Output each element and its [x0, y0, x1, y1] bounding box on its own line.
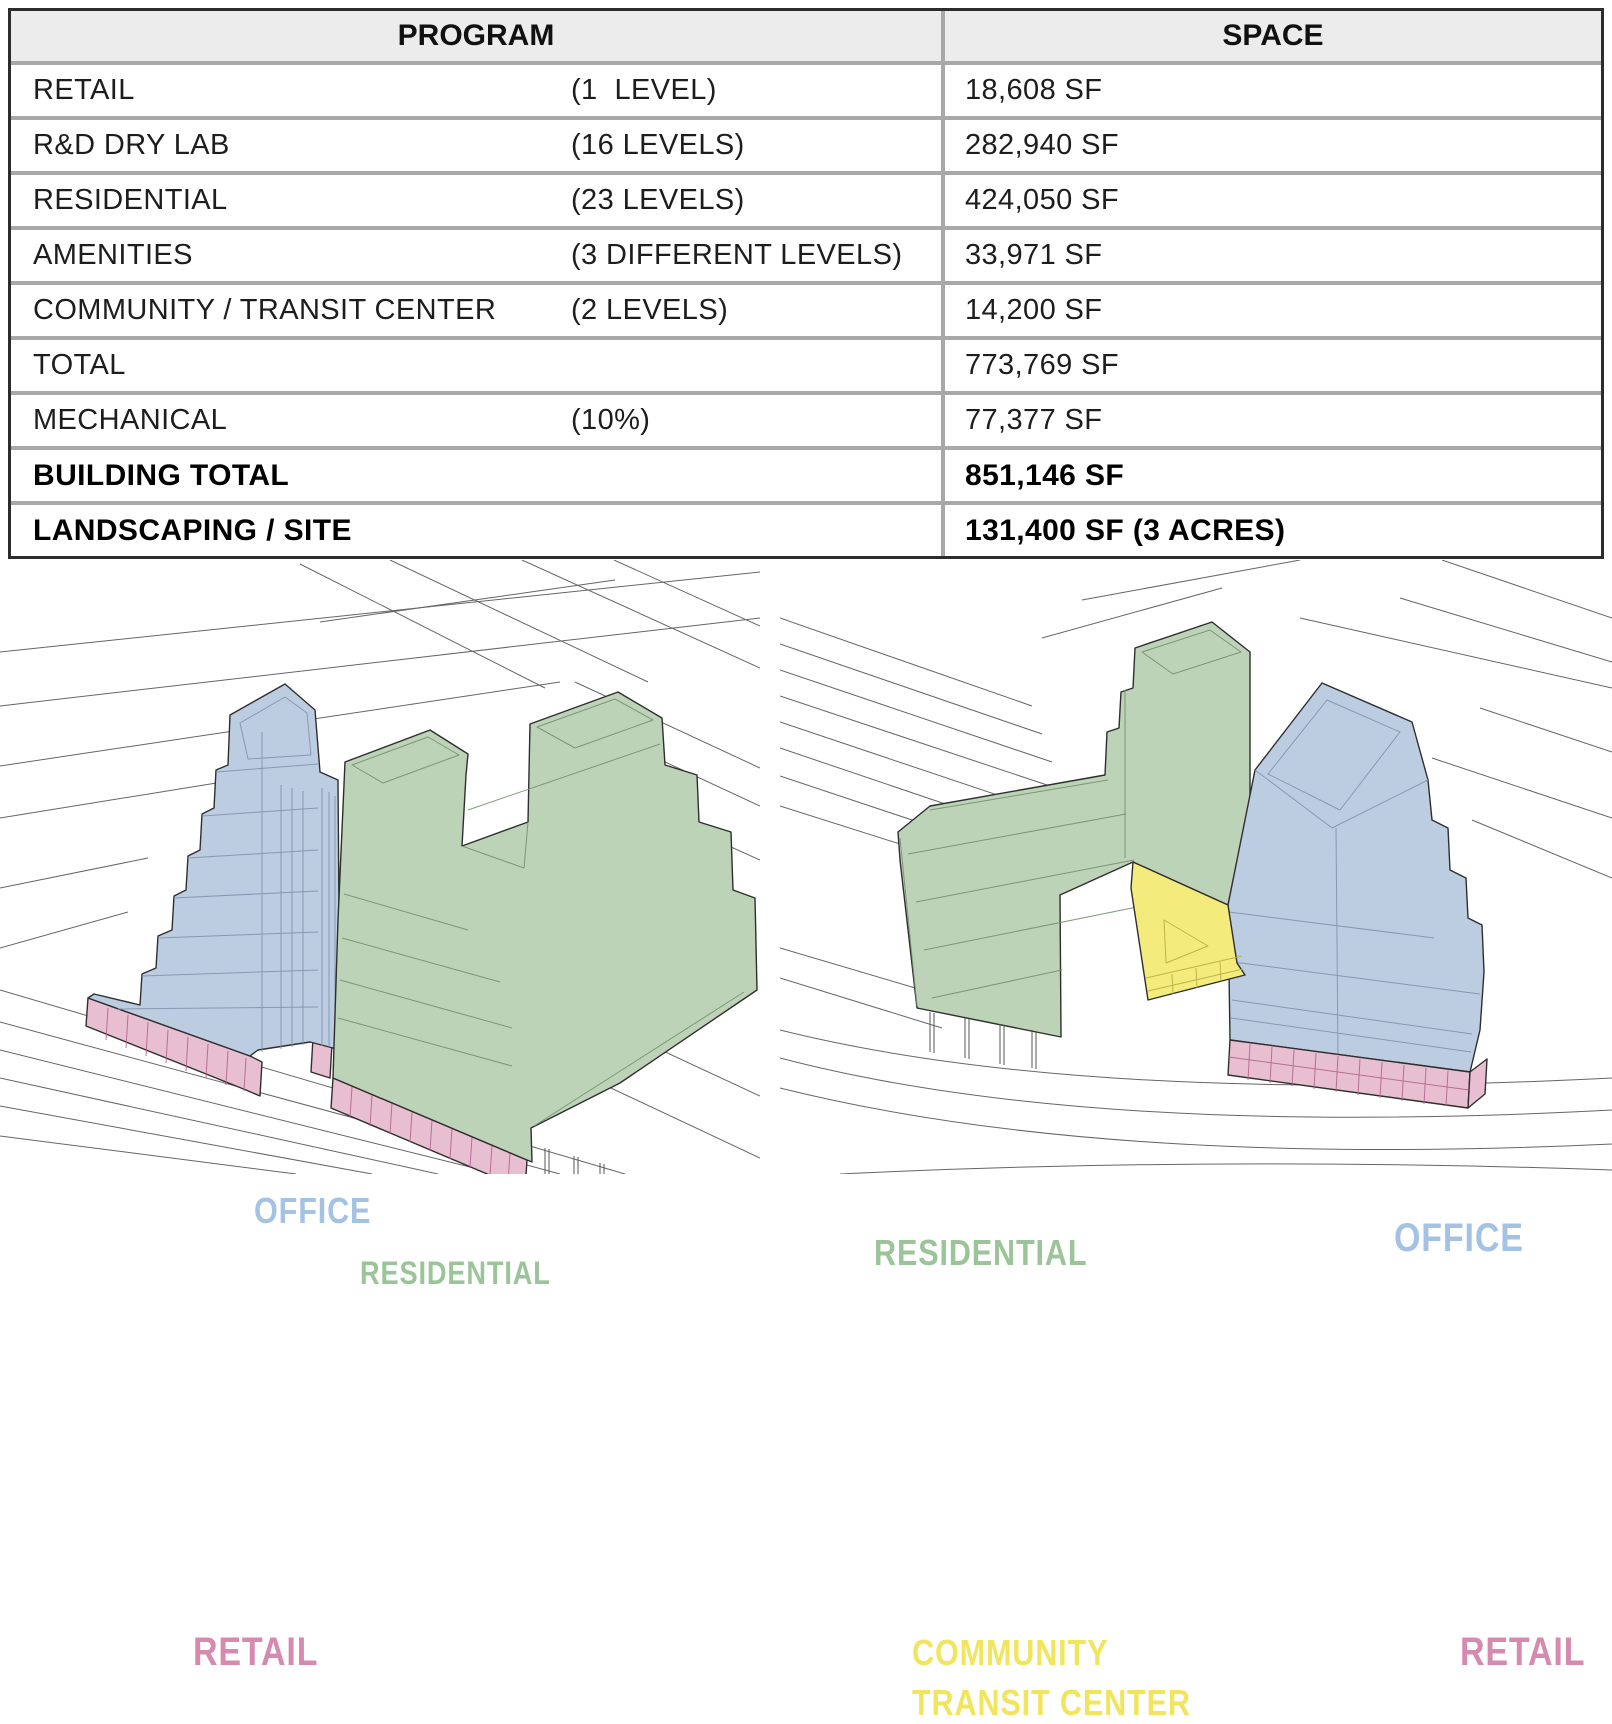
program-label: MECHANICAL [33, 404, 228, 436]
program-detail: (10%) [571, 404, 651, 436]
table-row: RETAIL (1 LEVEL) 18,608 SF [11, 61, 1601, 116]
space-value: 131,400 SF (3 ACRES) [941, 505, 1601, 556]
program-label: AMENITIES [33, 239, 193, 271]
table-row: TOTAL 773,769 SF [11, 336, 1601, 391]
residential-label-left: RESIDENTIAL [360, 1255, 551, 1291]
space-value: 851,146 SF [941, 450, 1601, 501]
table-row: AMENITIES (3 DIFFERENT LEVELS) 33,971 SF [11, 226, 1601, 281]
table-header-row: PROGRAM SPACE [11, 11, 1601, 61]
community-label-right: COMMUNITY [912, 1632, 1109, 1673]
retail-base-left [85, 997, 528, 1174]
program-label: R&D DRY LAB [33, 129, 230, 161]
massing-diagrams: OFFICE RESIDENTIAL RETAIL RESIDENTIAL OF… [0, 556, 1612, 1723]
space-value: 18,608 SF [941, 65, 1601, 116]
program-label: COMMUNITY / TRANSIT CENTER [33, 294, 497, 326]
table-row: MECHANICAL (10%) 77,377 SF [11, 391, 1601, 446]
program-column-header: PROGRAM [397, 19, 555, 52]
office-label-left: OFFICE [254, 1190, 372, 1231]
street-map-lines [780, 560, 1612, 1174]
space-column-header: SPACE [941, 11, 1601, 61]
space-value: 424,050 SF [941, 175, 1601, 226]
table-row: RESIDENTIAL (23 LEVELS) 424,050 SF [11, 171, 1601, 226]
space-value: 282,940 SF [941, 120, 1601, 171]
program-label: TOTAL [33, 349, 126, 381]
program-detail: (3 DIFFERENT LEVELS) [571, 239, 903, 271]
table-row: R&D DRY LAB (16 LEVELS) 282,940 SF [11, 116, 1601, 171]
retail-base-right [1227, 1039, 1488, 1109]
program-detail: (23 LEVELS) [571, 184, 745, 216]
retail-label-left: RETAIL [193, 1630, 319, 1674]
program-label: RESIDENTIAL [33, 184, 228, 216]
space-value: 33,971 SF [941, 230, 1601, 281]
program-detail: (2 LEVELS) [571, 294, 729, 326]
axonometric-view-northeast [780, 560, 1612, 1174]
program-label: RETAIL [33, 74, 135, 106]
residential-building-left [332, 691, 758, 1174]
community-transit-center [1130, 861, 1246, 1001]
table-row-landscaping: LANDSCAPING / SITE 131,400 SF (3 ACRES) [11, 501, 1601, 556]
program-detail: (1 LEVEL) [571, 74, 717, 106]
axonometric-view-southwest [0, 560, 760, 1174]
table-row: COMMUNITY / TRANSIT CENTER (2 LEVELS) 14… [11, 281, 1601, 336]
office-building-left [87, 683, 341, 1057]
space-value: 14,200 SF [941, 285, 1601, 336]
retail-label-right: RETAIL [1460, 1630, 1586, 1674]
space-value: 77,377 SF [941, 395, 1601, 446]
program-label: BUILDING TOTAL [33, 458, 290, 492]
program-label: LANDSCAPING / SITE [33, 513, 352, 547]
office-label-right: OFFICE [1394, 1216, 1524, 1260]
office-building-right [1227, 682, 1485, 1073]
table-row-building-total: BUILDING TOTAL 851,146 SF [11, 446, 1601, 501]
program-detail: (16 LEVELS) [571, 129, 745, 161]
transit-center-label-right: TRANSIT CENTER [912, 1682, 1191, 1723]
space-value: 773,769 SF [941, 340, 1601, 391]
residential-label-right: RESIDENTIAL [874, 1232, 1088, 1273]
program-space-table: PROGRAM SPACE RETAIL (1 LEVEL) 18,608 SF… [8, 8, 1604, 559]
residential-building-right [897, 621, 1251, 1069]
